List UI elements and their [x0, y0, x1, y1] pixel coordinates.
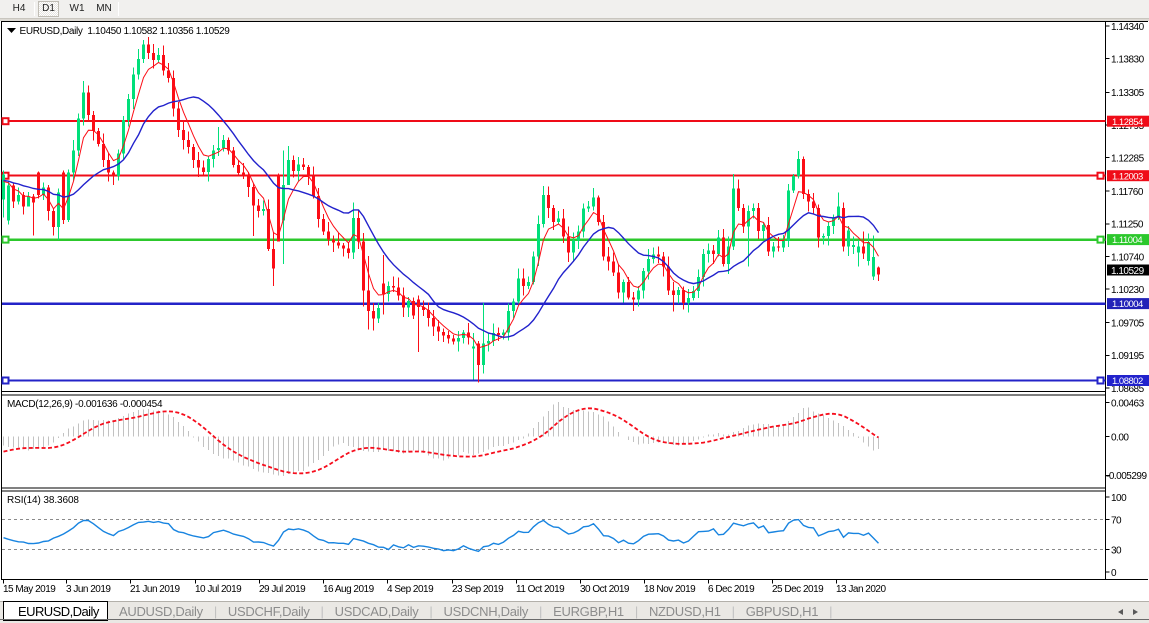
svg-text:MACD(12,26,9) -0.001636 -0.000: MACD(12,26,9) -0.001636 -0.000454 — [7, 399, 163, 410]
svg-text:11 Oct 2019: 11 Oct 2019 — [516, 584, 565, 595]
svg-text:16 Aug 2019: 16 Aug 2019 — [323, 584, 375, 595]
svg-text:29 Jul 2019: 29 Jul 2019 — [259, 584, 306, 595]
svg-text:0: 0 — [1111, 568, 1117, 579]
svg-text:1.09195: 1.09195 — [1111, 351, 1145, 362]
svg-text:1.10529: 1.10529 — [1111, 266, 1145, 277]
svg-text:1.14340: 1.14340 — [1111, 22, 1145, 33]
svg-text:1.12003: 1.12003 — [1112, 171, 1143, 182]
svg-text:1.13305: 1.13305 — [1111, 88, 1145, 99]
svg-text:1.10740: 1.10740 — [1111, 252, 1145, 263]
svg-text:30: 30 — [1111, 545, 1122, 556]
svg-text:21 Jun 2019: 21 Jun 2019 — [130, 584, 180, 595]
svg-text:1.11250: 1.11250 — [1111, 220, 1144, 231]
svg-text:18 Nov 2019: 18 Nov 2019 — [644, 584, 696, 595]
svg-text:3 Jun 2019: 3 Jun 2019 — [66, 584, 111, 595]
svg-text:15 May 2019: 15 May 2019 — [3, 584, 56, 595]
svg-text:0.00: 0.00 — [1111, 432, 1129, 443]
svg-text:100: 100 — [1111, 493, 1127, 504]
svg-text:-0.005299: -0.005299 — [1106, 471, 1147, 482]
svg-text:RSI(14) 38.3608: RSI(14) 38.3608 — [7, 495, 79, 506]
svg-text:13 Jan 2020: 13 Jan 2020 — [836, 584, 886, 595]
svg-text:1.12854: 1.12854 — [1112, 117, 1143, 128]
svg-text:1.09705: 1.09705 — [1111, 319, 1145, 330]
svg-text:4 Sep 2019: 4 Sep 2019 — [387, 584, 434, 595]
svg-text:30 Oct 2019: 30 Oct 2019 — [580, 584, 630, 595]
svg-text:25 Dec 2019: 25 Dec 2019 — [772, 584, 824, 595]
svg-text:1.10004: 1.10004 — [1112, 299, 1143, 310]
svg-text:1.08802: 1.08802 — [1112, 376, 1143, 387]
svg-text:0.00463: 0.00463 — [1111, 398, 1145, 409]
svg-text:23 Sep 2019: 23 Sep 2019 — [452, 584, 504, 595]
svg-text:1.08685: 1.08685 — [1111, 384, 1145, 395]
svg-text:1.12285: 1.12285 — [1111, 153, 1145, 164]
svg-text:1.10230: 1.10230 — [1111, 285, 1145, 296]
svg-text:10 Jul 2019: 10 Jul 2019 — [195, 584, 242, 595]
svg-text:1.13830: 1.13830 — [1111, 55, 1145, 66]
svg-text:6 Dec 2019: 6 Dec 2019 — [708, 584, 755, 595]
svg-text:EURUSD,Daily 1.10450 1.10582: EURUSD,Daily 1.10450 1.10582 1.10356 1.1… — [20, 26, 231, 37]
svg-text:1.11004: 1.11004 — [1112, 235, 1142, 246]
svg-text:1.11760: 1.11760 — [1111, 187, 1144, 198]
svg-text:70: 70 — [1111, 515, 1122, 526]
